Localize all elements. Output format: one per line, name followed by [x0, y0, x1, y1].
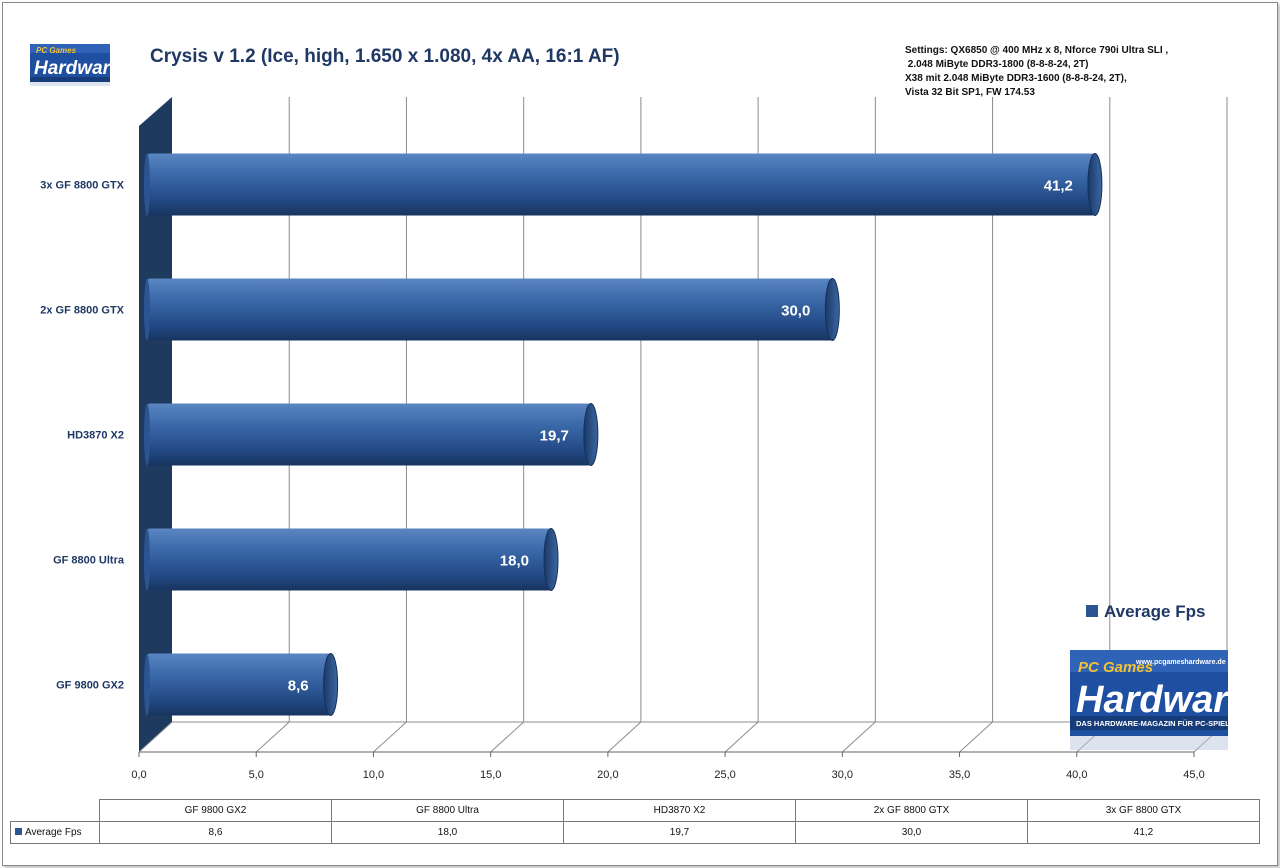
x-tick-label: 15,0	[480, 769, 501, 781]
bar-end-cap	[1087, 153, 1103, 216]
bar-left-cap	[144, 403, 150, 466]
data-table-row-label: Average Fps	[10, 821, 100, 844]
data-table-cell: 18,0	[331, 821, 564, 844]
bar-value-label: 18,0	[500, 553, 529, 570]
bar-left-cap	[144, 278, 150, 341]
logo-top-text: PC Games	[1078, 659, 1153, 676]
x-tick-label: 40,0	[1066, 769, 1087, 781]
bar-value-label: 8,6	[288, 678, 309, 695]
bar-end-cap	[583, 403, 599, 466]
x-tick-label: 35,0	[949, 769, 970, 781]
bar	[147, 403, 591, 466]
data-table-header: HD3870 X2	[563, 799, 796, 822]
floor-gridline	[959, 721, 993, 753]
category-label: GF 8800 Ultra	[53, 555, 125, 567]
bar-value-label: 19,7	[540, 428, 569, 445]
category-label: HD3870 X2	[67, 430, 124, 442]
category-label: GF 9800 GX2	[56, 680, 124, 692]
data-table-cell: 30,0	[795, 821, 1028, 844]
floor-gridline	[607, 721, 642, 753]
settings-line: Vista 32 Bit SP1, FW 174.53	[905, 87, 1035, 98]
x-tick-label: 20,0	[597, 769, 618, 781]
floor-gridline	[841, 721, 876, 753]
x-tick-label: 0,0	[131, 769, 146, 781]
data-table-header: GF 8800 Ultra	[331, 799, 564, 822]
category-label: 3x GF 8800 GTX	[40, 180, 124, 192]
row-swatch	[15, 828, 22, 835]
logo-tagline: DAS HARDWARE-MAGAZIN FÜR PC-SPIELER	[1076, 719, 1228, 728]
bar-end-cap	[323, 653, 339, 716]
bar	[147, 278, 833, 341]
bar-value-label: 30,0	[781, 303, 810, 320]
settings-line: 2.048 MiByte DDR3-1800 (8-8-8-24, 2T)	[905, 59, 1089, 70]
bar-left-cap	[144, 153, 150, 216]
bar-end-cap	[824, 278, 840, 341]
bar-left-cap	[144, 528, 150, 591]
data-table-cell: 8,6	[99, 821, 332, 844]
data-table-cell: 41,2	[1027, 821, 1260, 844]
settings-line: X38 mit 2.048 MiByte DDR3-1600 (8-8-8-24…	[905, 73, 1127, 84]
x-tick-label: 30,0	[832, 769, 853, 781]
svg-text:PC Games: PC Games	[36, 46, 77, 55]
data-table-row: Average Fps 8,6 18,0 19,7 30,0 41,2	[10, 821, 1260, 844]
svg-text:Hardware: Hardware	[34, 58, 110, 79]
logo-url: www.pcgameshardware.de	[1135, 659, 1226, 666]
bar-end-cap	[543, 528, 559, 591]
legend-label: Average Fps	[1104, 602, 1206, 621]
chart-title: Crysis v 1.2 (Ice, high, 1.650 x 1.080, …	[150, 46, 620, 67]
category-label: 2x GF 8800 GTX	[40, 305, 124, 317]
bar	[147, 653, 331, 716]
legend-swatch	[1086, 605, 1098, 617]
x-tick-label: 25,0	[714, 769, 735, 781]
x-tick-label: 5,0	[249, 769, 264, 781]
data-table-header-row: GF 9800 GX2 GF 8800 Ultra HD3870 X2 2x G…	[11, 799, 1260, 822]
logo-main-text: Hardware	[1076, 679, 1228, 721]
x-tick-label: 45,0	[1183, 769, 1204, 781]
data-table-header: GF 9800 GX2	[99, 799, 332, 822]
bar-left-cap	[144, 653, 150, 716]
pcgh-logo-small: PC Games Hardware	[30, 44, 121, 86]
bar-value-label: 41,2	[1044, 178, 1073, 195]
data-table-cell: 19,7	[563, 821, 796, 844]
floor-gridline	[255, 721, 290, 753]
floor-gridline	[724, 721, 759, 753]
pcgh-logo: PC Games www.pcgameshardware.de Hardware…	[1070, 650, 1249, 750]
settings-text: Settings: QX6850 @ 400 MHz x 8, Nforce 7…	[905, 44, 1205, 100]
floor-gridline	[138, 721, 173, 753]
bar	[147, 528, 551, 591]
data-table: GF 9800 GX2 GF 8800 Ultra HD3870 X2 2x G…	[10, 799, 1260, 844]
bar	[147, 153, 1095, 216]
data-table-header: 2x GF 8800 GTX	[795, 799, 1028, 822]
settings-line: Settings: QX6850 @ 400 MHz x 8, Nforce 7…	[905, 45, 1169, 56]
floor-gridline	[490, 721, 525, 753]
floor-gridline	[373, 721, 407, 753]
x-tick-label: 10,0	[363, 769, 384, 781]
data-table-header: 3x GF 8800 GTX	[1027, 799, 1260, 822]
legend: Average Fps	[1086, 602, 1205, 622]
